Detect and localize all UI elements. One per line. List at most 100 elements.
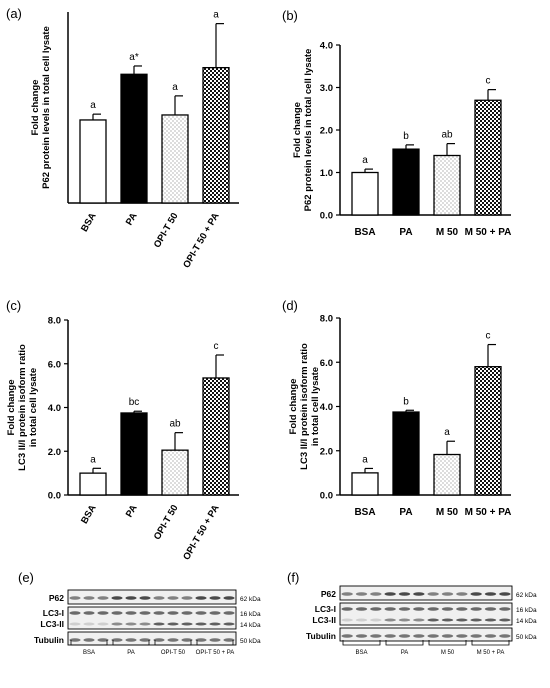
panel-label-a: (a) <box>6 6 22 21</box>
blot-band <box>370 634 382 638</box>
category-label: M 50 + PA <box>465 507 512 518</box>
category-label: M 50 <box>436 227 459 238</box>
y-axis-label: P62 protein levels in total cell lysate <box>41 26 52 189</box>
blot-band <box>139 622 151 626</box>
y-axis-label: in total cell lysate <box>28 368 39 447</box>
blot-band <box>209 611 221 615</box>
bar <box>433 154 461 216</box>
y-tick-label: 8.0 <box>48 316 61 327</box>
significance-letter: a <box>362 155 368 166</box>
blot-band <box>427 607 439 611</box>
blot-row-label: LC3-II <box>312 615 336 625</box>
bar <box>202 377 230 496</box>
blot-band <box>355 634 368 638</box>
bar <box>474 366 502 496</box>
category-label: OPI-T 50 + PA <box>181 211 222 270</box>
western-blots: P62 62 kDa LC3-I 16 kDa LC3-II 14 kDa Tubulin 5… <box>34 585 537 656</box>
blot-band <box>69 638 81 642</box>
group-bracket <box>154 640 192 646</box>
blot-band <box>223 596 235 600</box>
blot-band <box>125 622 137 626</box>
chart-2: 0.0 2.0 4.0 6.0 8.0 Fold change LC3 II/I prote… <box>6 316 239 562</box>
y-axis-label: LC3 II/I protein isoform ratio <box>299 343 310 470</box>
y-tick-label: 0.0 <box>320 491 333 502</box>
blot-band <box>223 638 235 642</box>
blot-band <box>97 596 109 600</box>
y-tick-label: 2.0 <box>320 446 333 457</box>
y-axis-label: LC3 II/I protein isoform ratio <box>17 344 28 471</box>
blot-band <box>153 596 165 600</box>
bar <box>161 114 189 204</box>
blot-row-label: LC3-II <box>40 619 64 629</box>
blot-band <box>484 607 497 611</box>
blot-band <box>441 634 454 638</box>
blot-row-label: LC3-I <box>315 604 336 614</box>
blot-band <box>484 618 497 622</box>
blot-band <box>125 638 137 642</box>
significance-letter: a <box>90 100 96 111</box>
blot-band <box>384 618 396 622</box>
blot-band <box>153 611 165 615</box>
blot-band <box>167 611 179 615</box>
category-label: M 50 <box>436 507 459 518</box>
category-label: M 50 + PA <box>465 227 512 238</box>
blot-strip <box>339 585 513 601</box>
blot-band <box>427 618 439 622</box>
bar <box>433 453 461 496</box>
blot-band <box>139 611 151 615</box>
blot-band <box>413 592 425 596</box>
group-label: PA <box>127 650 135 656</box>
significance-letter: a <box>90 454 96 465</box>
significance-letter: ab <box>441 130 453 141</box>
blot-band <box>341 634 353 638</box>
y-tick-label: 0.0 <box>48 491 61 502</box>
bar <box>120 412 148 496</box>
category-label: OPI-T 50 <box>152 211 181 250</box>
y-axis-label: Fold change <box>288 379 299 435</box>
bar <box>120 73 148 204</box>
category-label: OPI-T 50 <box>152 503 181 542</box>
blot-band <box>195 596 207 600</box>
y-tick-label: 4.0 <box>320 41 333 52</box>
blot-band <box>398 592 411 596</box>
bar <box>392 148 420 216</box>
blot-band <box>470 634 482 638</box>
blot-strip <box>339 627 513 642</box>
blot-band <box>484 592 497 596</box>
y-tick-label: 2.0 <box>320 126 333 137</box>
category-label: OPI-T 50 + PA <box>181 503 222 562</box>
blot-size-label: 14 kDa <box>240 622 261 629</box>
blot-band <box>181 596 193 600</box>
blot-band <box>427 634 439 638</box>
group-label: BSA <box>355 650 367 656</box>
blot-strip <box>339 602 513 626</box>
group-bracket <box>471 640 510 646</box>
category-label: PA <box>399 507 412 518</box>
significance-letter: c <box>486 76 491 87</box>
blot-band <box>398 634 411 638</box>
blot-band <box>153 638 165 642</box>
blot-band <box>355 618 368 622</box>
blot-band <box>181 638 193 642</box>
blot-strip <box>67 606 237 630</box>
panel-label-f: (f) <box>287 570 299 585</box>
significance-letter: a <box>444 427 450 438</box>
blot-band <box>398 607 411 611</box>
blot-band <box>341 618 353 622</box>
blot-band <box>441 618 454 622</box>
blot-band <box>125 596 137 600</box>
blot-row-label: LC3-I <box>43 608 64 618</box>
group-bracket <box>428 640 467 646</box>
blot-band <box>111 622 123 626</box>
blot-band <box>413 634 425 638</box>
blot-band <box>470 592 482 596</box>
blot-band <box>355 607 368 611</box>
blot-band <box>341 592 353 596</box>
blot-band <box>195 622 207 626</box>
blot-band <box>427 592 439 596</box>
blot-band <box>456 618 468 622</box>
blot-band <box>370 592 382 596</box>
y-axis-label: Fold change <box>292 102 303 158</box>
blot-size-label: 50 kDa <box>240 638 261 645</box>
category-label: BSA <box>354 227 375 238</box>
